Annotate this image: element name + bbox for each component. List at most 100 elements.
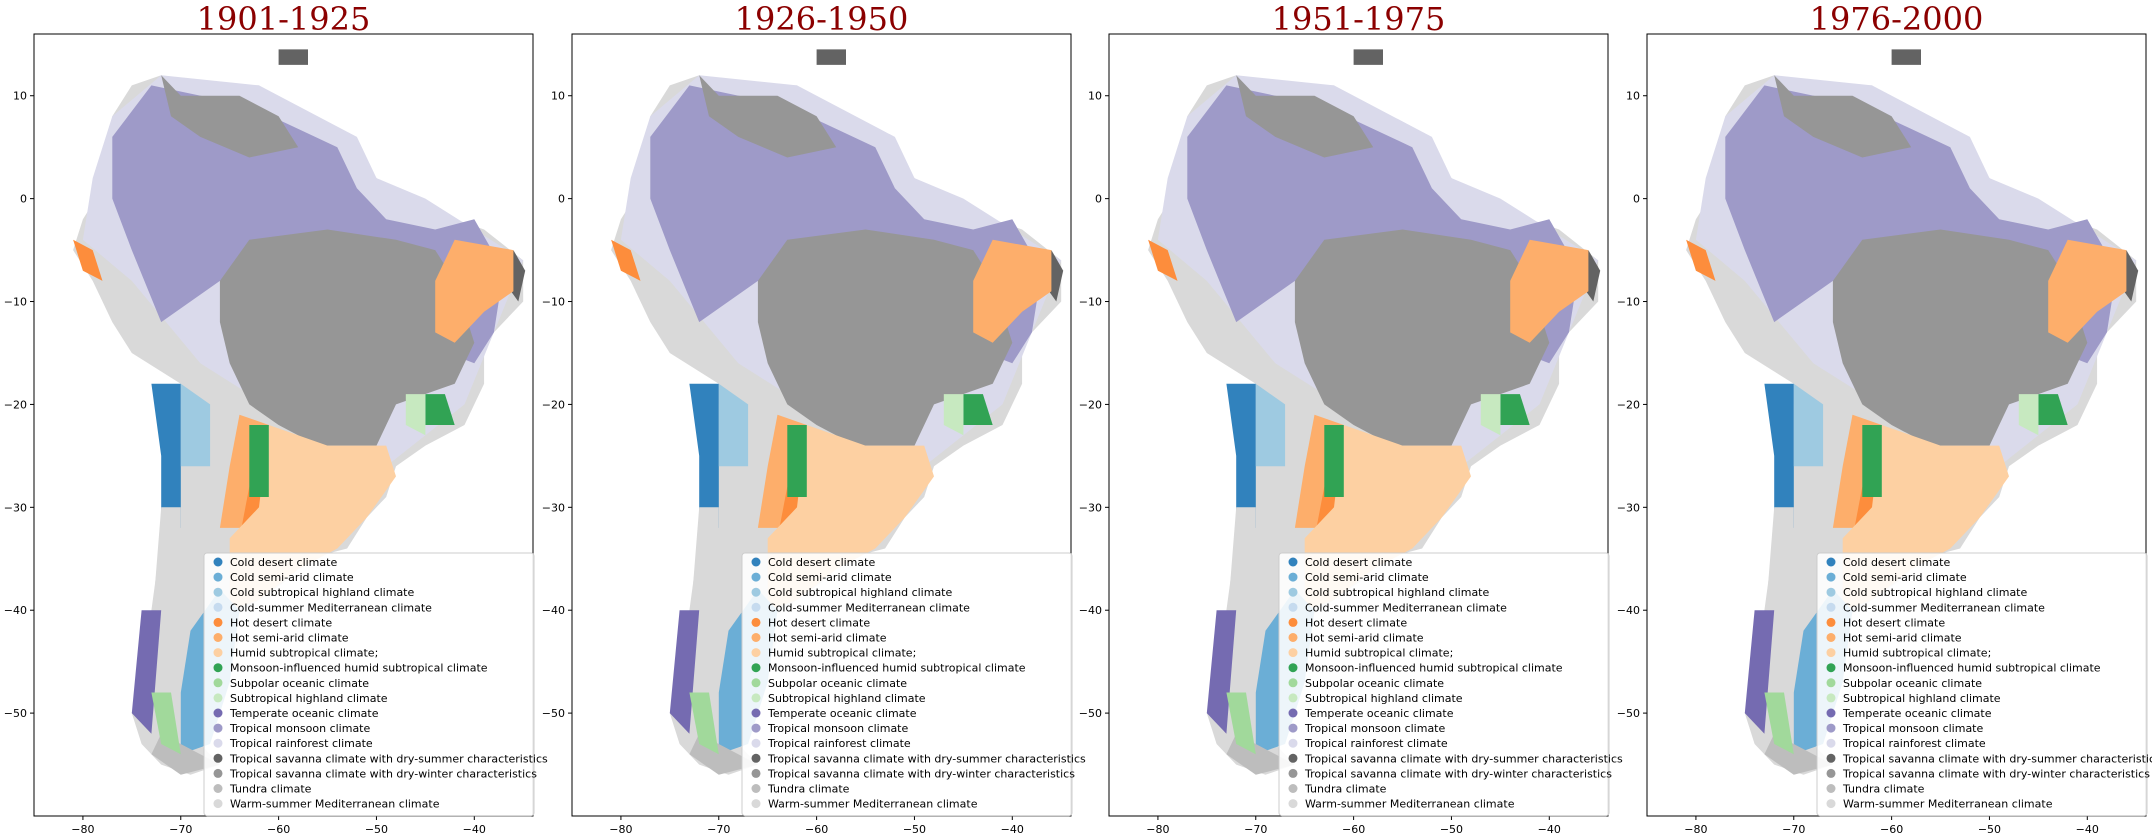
climate-region — [180, 383, 211, 467]
climate-region — [1236, 75, 1374, 158]
legend-marker — [1288, 768, 1298, 778]
legend-label: Cold semi-arid climate — [1305, 571, 1429, 584]
legend-marker — [1288, 708, 1298, 718]
climate-region — [435, 239, 514, 343]
legend-marker — [751, 572, 761, 582]
legend-marker — [1288, 617, 1298, 627]
legend-marker — [213, 663, 223, 673]
panel-title: 1926-1950 — [735, 0, 909, 38]
y-tick-label: 10 — [1626, 90, 1640, 103]
climate-region — [2018, 394, 2039, 436]
climate-region — [1793, 383, 1824, 467]
legend-marker — [1826, 587, 1836, 597]
climate-region — [2038, 394, 2068, 425]
legend-label: Tundra climate — [1304, 783, 1387, 796]
climate-region — [425, 394, 455, 425]
legend-label: Tropical savanna climate with dry-winter… — [767, 767, 1075, 780]
legend-marker — [1826, 799, 1836, 809]
y-tick-label: −30 — [4, 501, 27, 514]
legend-label: Subtropical highland climate — [230, 692, 388, 705]
climate-region — [1041, 250, 1064, 302]
legend-marker — [1288, 648, 1298, 658]
legend-marker — [751, 753, 761, 763]
legend-marker — [213, 768, 223, 778]
legend-label: Subtropical highland climate — [1305, 692, 1463, 705]
legend-label: Tropical savanna climate with dry-winter… — [229, 767, 537, 780]
legend-label: Tropical monsoon climate — [1842, 722, 1983, 735]
legend-label: Hot semi-arid climate — [768, 632, 887, 645]
legend-label: Cold subtropical highland climate — [1305, 586, 1489, 599]
legend-label: Cold-summer Mediterranean climate — [1843, 601, 2045, 614]
legend-marker — [213, 678, 223, 688]
climate-region — [151, 383, 181, 528]
x-tick-label: −80 — [1684, 823, 1707, 836]
map-panel: 1976-2000 −80 −70 −60 −50 −40 10 0 −10 −20 −30 −40 −… — [1617, 0, 2152, 836]
legend-label: Cold desert climate — [768, 556, 875, 569]
legend-marker — [213, 723, 223, 733]
climate-region — [1774, 75, 1912, 158]
legend-marker — [1288, 602, 1298, 612]
climate-region — [1686, 239, 1716, 281]
climate-region — [151, 692, 181, 755]
legend-label: Cold semi-arid climate — [230, 571, 354, 584]
panel-title: 1976-2000 — [1810, 0, 1984, 38]
climate-region — [219, 229, 475, 446]
legend-marker — [1826, 557, 1836, 567]
legend-marker — [213, 708, 223, 718]
legend-marker — [1826, 708, 1836, 718]
climate-region — [757, 229, 1013, 446]
legend-label: Humid subtropical climate; — [1843, 647, 1991, 660]
y-tick-label: −30 — [542, 501, 565, 514]
legend-marker — [751, 708, 761, 718]
legend: Cold desert climate Cold semi-arid climat… — [1816, 552, 2152, 817]
x-tick-label: −50 — [1440, 823, 1463, 836]
map-area — [73, 49, 526, 775]
y-tick-label: −10 — [1079, 296, 1102, 309]
legend-label: Monsoon-influenced humid subtropical cli… — [1305, 662, 1563, 675]
y-tick-label: −50 — [1079, 707, 1102, 720]
legend: Cold desert climate Cold semi-arid climat… — [741, 552, 1086, 817]
legend-label: Tropical savanna climate with dry-winter… — [1304, 767, 1612, 780]
legend-label: Temperate oceanic climate — [229, 707, 379, 720]
legend-marker — [751, 799, 761, 809]
legend-label: Hot semi-arid climate — [1305, 632, 1424, 645]
y-tick-label: −30 — [1079, 501, 1102, 514]
y-tick-label: 0 — [20, 193, 27, 206]
legend-label: Humid subtropical climate; — [1305, 647, 1453, 660]
x-tick-label: −70 — [1244, 823, 1267, 836]
climate-region — [973, 239, 1052, 343]
legend: Cold desert climate Cold semi-arid climat… — [203, 552, 548, 817]
climate-region — [787, 425, 807, 497]
x-tick-label: −40 — [1001, 823, 1024, 836]
map-area — [1148, 49, 1601, 775]
climate-region — [943, 394, 964, 436]
x-tick-label: −60 — [1342, 823, 1365, 836]
legend-label: Tropical savanna climate with dry-summer… — [229, 752, 548, 765]
y-tick-label: −50 — [542, 707, 565, 720]
legend-label: Tundra climate — [1842, 783, 1925, 796]
legend-label: Tropical rainforest climate — [1304, 737, 1448, 750]
y-tick-label: 0 — [1095, 193, 1102, 206]
climate-region — [699, 75, 837, 158]
legend-marker — [1288, 557, 1298, 567]
legend-label: Warm-summer Mediterranean climate — [768, 798, 978, 811]
legend-marker — [751, 633, 761, 642]
legend-marker — [1288, 753, 1298, 763]
climate-region — [1500, 394, 1530, 425]
legend-label: Tundra climate — [229, 783, 312, 796]
legend-label: Hot semi-arid climate — [1843, 632, 1962, 645]
legend-frame — [1816, 552, 2148, 817]
y-tick-label: 10 — [1088, 90, 1102, 103]
y-tick-label: −50 — [4, 707, 27, 720]
y-tick-label: −10 — [4, 296, 27, 309]
legend-marker — [1288, 633, 1298, 642]
legend-marker — [1288, 693, 1298, 703]
x-tick-label: −80 — [1146, 823, 1169, 836]
x-tick-label: −40 — [463, 823, 486, 836]
y-tick-label: −40 — [542, 604, 565, 617]
legend-label: Subtropical highland climate — [1843, 692, 2001, 705]
climate-region — [131, 610, 162, 734]
legend-frame — [203, 552, 535, 817]
climate-region — [816, 49, 846, 65]
